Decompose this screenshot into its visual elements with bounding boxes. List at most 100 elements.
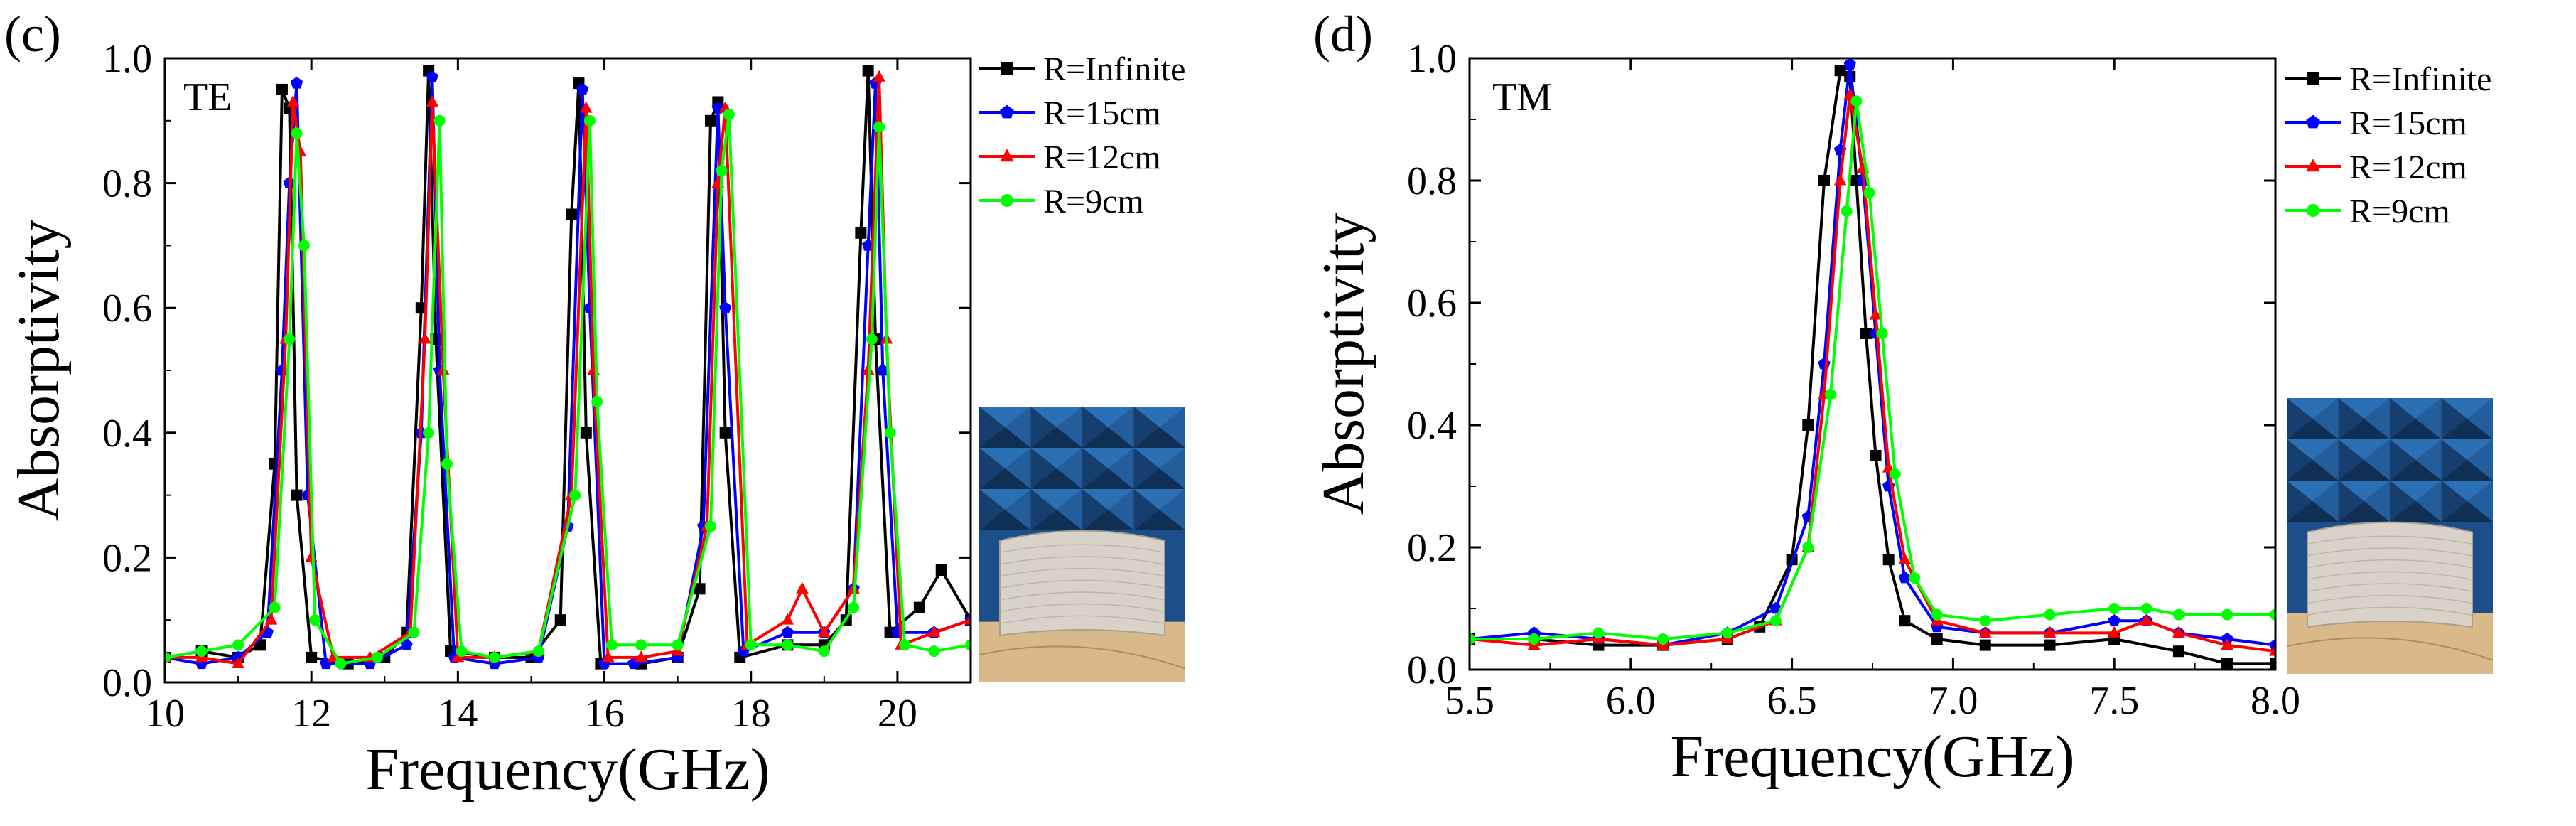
data-point-r-9cm <box>1841 205 1853 217</box>
x-tick-label: 18 <box>731 692 771 736</box>
data-point-r-9cm <box>1931 608 1943 621</box>
data-point-r-infinite <box>1860 328 1872 339</box>
data-point-r-infinite <box>2172 645 2184 658</box>
data-point-r-9cm <box>591 395 603 407</box>
legend-label-r-infinite: R=Infinite <box>1043 50 1185 88</box>
data-point-r-infinite <box>1870 450 1882 461</box>
data-point-r-12cm <box>232 657 244 669</box>
data-point-r-12cm <box>587 363 600 375</box>
data-point-r-9cm <box>1908 572 1920 584</box>
data-point-r-12cm <box>635 650 647 663</box>
data-point-r-infinite <box>719 427 731 439</box>
data-point-r-infinite <box>554 614 566 626</box>
y-axis-title: Absorptivity <box>6 220 72 522</box>
x-tick-label: 16 <box>585 692 625 736</box>
series-line-r-9cm <box>165 113 971 665</box>
data-point-r-infinite <box>705 114 717 127</box>
data-point-r-infinite <box>2270 658 2275 670</box>
data-point-r-9cm <box>716 165 728 177</box>
data-point-r-9cm <box>433 114 446 127</box>
data-point-r-infinite <box>1882 554 1895 566</box>
data-point-r-infinite <box>1818 175 1830 186</box>
legend-label-r-15cm: R=15cm <box>1043 95 1161 132</box>
series-group <box>1470 58 2275 670</box>
data-point-r-12cm <box>2108 626 2120 638</box>
legend-label-r-9cm: R=9cm <box>1043 183 1144 220</box>
data-point-r-9cm <box>569 489 581 501</box>
legend-label-r-infinite: R=Infinite <box>2349 60 2491 98</box>
mode-label: TM <box>1492 75 1552 119</box>
data-point-r-infinite <box>694 583 706 595</box>
data-point-r-9cm <box>291 127 303 139</box>
x-tick-label: 20 <box>878 692 917 736</box>
series-line-r-15cm <box>1470 63 2275 647</box>
data-point-r-9cm <box>1825 389 1837 400</box>
data-point-r-9cm <box>284 333 296 345</box>
x-tick-label: 12 <box>291 692 331 736</box>
data-point-r-15cm <box>426 70 438 82</box>
data-point-r-15cm <box>861 239 875 251</box>
data-point-r-9cm <box>2140 603 2152 614</box>
legend-marker-r-12cm <box>1000 149 1014 162</box>
data-point-r-12cm <box>2269 644 2275 656</box>
data-point-r-12cm <box>436 363 450 375</box>
data-point-r-12cm <box>873 70 885 82</box>
x-tick-label: 14 <box>438 692 478 736</box>
data-point-r-9cm <box>232 639 244 651</box>
data-point-r-9cm <box>818 645 830 658</box>
data-point-r-9cm <box>1802 542 1814 553</box>
x-axis-title: Frequency(GHz) <box>365 736 770 803</box>
x-tick-label: 5.5 <box>1445 679 1494 723</box>
data-point-r-12cm <box>1898 552 1912 564</box>
y-tick-label: 1.0 <box>1407 37 1457 81</box>
data-point-r-infinite <box>855 227 867 239</box>
data-point-r-9cm <box>873 121 885 133</box>
data-point-r-9cm <box>423 427 435 439</box>
y-tick-label: 0.6 <box>102 286 152 331</box>
data-point-r-infinite <box>1834 65 1846 77</box>
data-point-r-9cm <box>1528 633 1540 645</box>
legend: R=Infinite R=15cm R=12cm R=9cm <box>979 50 1185 220</box>
data-point-r-9cm <box>1979 615 1991 627</box>
panel-c: (c) TE 10 12 14 16 18 20 0.0 0.2 0.4 0.6 0.8 1.0 Frequ… <box>4 6 1185 803</box>
data-point-r-9cm <box>928 645 940 658</box>
data-point-r-9cm <box>269 601 281 613</box>
data-point-r-9cm <box>1863 187 1875 199</box>
x-tick-label: 10 <box>145 692 185 736</box>
legend: R=Infinite R=15cm R=12cm R=9cm <box>2285 60 2491 230</box>
data-point-r-9cm <box>2044 608 2056 621</box>
data-point-r-12cm <box>286 95 300 107</box>
data-point-r-9cm <box>965 639 971 651</box>
data-point-r-15cm <box>400 638 413 650</box>
x-tick-label: 6.0 <box>1606 679 1656 723</box>
data-point-r-infinite <box>1931 633 1943 645</box>
legend-label-r-9cm: R=9cm <box>2349 193 2450 230</box>
y-tick-label: 0.2 <box>102 536 152 580</box>
y-tick-label: 0.6 <box>1407 281 1457 326</box>
data-point-r-infinite <box>1899 615 1911 627</box>
legend-label-r-12cm: R=12cm <box>1043 139 1161 176</box>
data-point-r-15cm <box>1843 58 1856 70</box>
data-point-r-9cm <box>408 626 420 638</box>
data-point-r-12cm <box>2043 626 2057 638</box>
data-point-r-12cm <box>964 613 971 625</box>
panel-d: (d) TM 5.5 6.0 6.5 7.0 7.5 8.0 0.0 0.2 0.4 0.6 0.8 1.… <box>1310 6 2494 790</box>
data-point-r-12cm <box>2140 613 2153 626</box>
data-point-r-12cm <box>426 95 439 107</box>
data-point-r-9cm <box>866 333 878 345</box>
data-point-r-15cm <box>1898 571 1912 584</box>
data-point-r-infinite <box>566 208 578 220</box>
data-point-r-9cm <box>441 458 453 470</box>
legend-marker-r-12cm <box>2306 159 2320 172</box>
x-tick-label: 7.5 <box>2089 679 2139 723</box>
data-point-r-15cm <box>2108 614 2120 626</box>
panel-label: (d) <box>1313 6 1373 63</box>
data-point-r-9cm <box>723 109 735 121</box>
legend-label-r-15cm: R=15cm <box>2349 104 2467 142</box>
legend-marker-r-15cm <box>2306 114 2320 129</box>
y-tick-label: 0.4 <box>102 412 152 456</box>
data-point-r-15cm <box>781 626 794 638</box>
data-point-r-infinite <box>1802 419 1814 431</box>
data-point-r-9cm <box>705 520 717 532</box>
